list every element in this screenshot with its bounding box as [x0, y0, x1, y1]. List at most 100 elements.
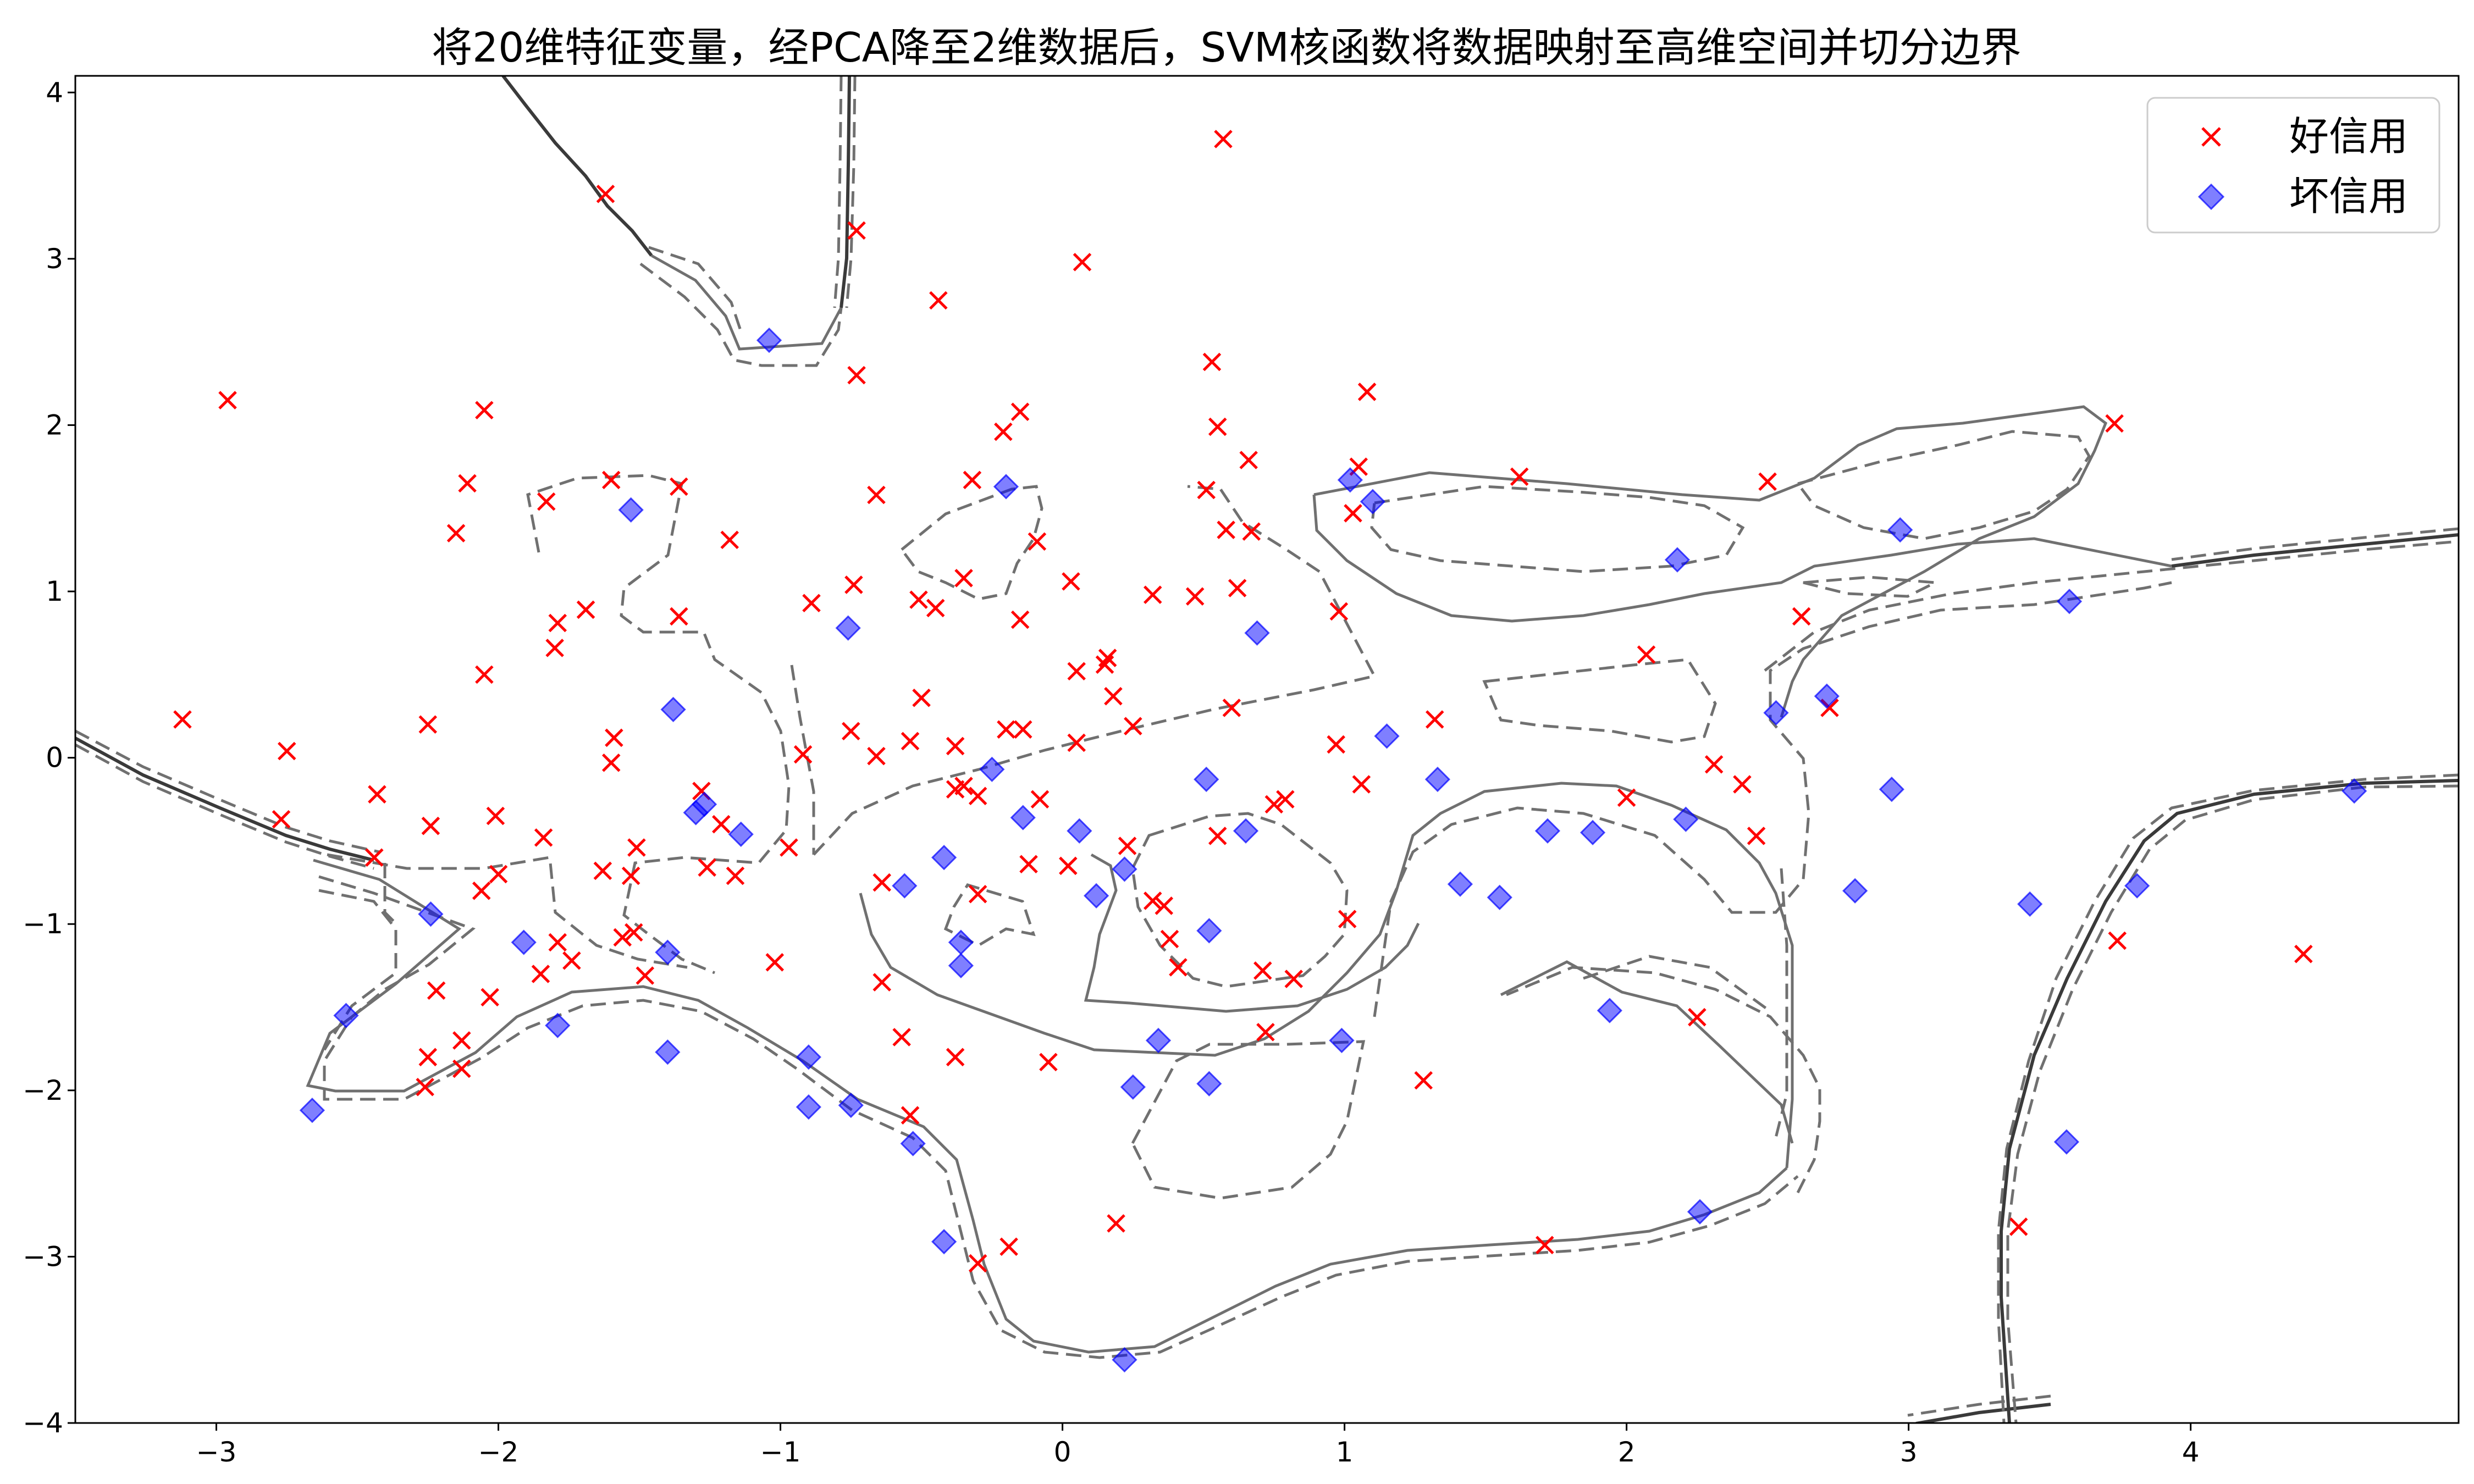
good-credit-point [1019, 855, 1038, 874]
good-credit-point [867, 485, 886, 505]
bad-credit-point [1814, 683, 1840, 709]
good-credit-point [1208, 827, 1227, 845]
good-credit-point [605, 728, 623, 747]
good-credit-point [613, 928, 632, 947]
good-credit-point [636, 966, 655, 985]
bad-credit-point [2124, 873, 2150, 899]
good-credit-point [1118, 837, 1137, 855]
good-credit-point [2294, 944, 2313, 964]
bad-credit-point [993, 474, 1019, 500]
good-credit-point [1214, 130, 1233, 148]
y-tick-label: 1 [46, 575, 63, 607]
good-credit-point [1344, 504, 1362, 523]
y-axis-ticks: −4 −3 −2 −1 0 1 2 3 4 [23, 76, 75, 1439]
good-credit-point [926, 599, 945, 618]
decision-boundary-solid [306, 254, 2172, 1354]
y-tick-label: −3 [23, 1241, 63, 1272]
y-tick-label: 3 [46, 243, 63, 275]
good-credit-point [1242, 522, 1261, 541]
good-credit-point [670, 607, 688, 626]
bad-credit-point [756, 328, 782, 353]
bad-credit-point [1337, 467, 1363, 493]
bad-credit-point [1763, 700, 1789, 726]
good-credit-point [1030, 790, 1050, 809]
good-credit-point [946, 780, 965, 799]
good-credit-point [277, 741, 296, 761]
good-credit-point [997, 720, 1015, 739]
bad-credit-point [1374, 723, 1400, 749]
good-credit-point [562, 951, 581, 970]
good-credit-point [545, 639, 564, 657]
good-credit-point [1264, 795, 1284, 814]
good-credit-point [1169, 958, 1188, 977]
good-credit-point [1239, 451, 1258, 469]
x-tick-label: 0 [1054, 1436, 1072, 1468]
y-tick-label: 2 [46, 409, 63, 441]
bad-credit-point [1424, 766, 1450, 793]
good-credit-point [596, 185, 615, 203]
legend-marker-good [2201, 127, 2221, 147]
good-credit-point [1758, 472, 1777, 491]
good-credit-point [365, 848, 384, 867]
good-credit-point [2009, 1217, 2028, 1236]
bad-credit-point [2342, 778, 2367, 804]
bad-credit-point [1887, 517, 1913, 543]
good-credit-point [1352, 775, 1371, 794]
bad-credit-point [892, 873, 918, 899]
bad-credit-point [1842, 878, 1868, 904]
bad-credit-point [1447, 871, 1473, 897]
good-credit-point [1062, 572, 1080, 591]
scatter-points [173, 130, 2367, 1373]
bad-credit-point [931, 845, 957, 871]
good-credit-point [481, 988, 499, 1007]
good-credit-point [1185, 587, 1205, 606]
bad-credit-point [1120, 1074, 1146, 1100]
good-credit-point [2108, 931, 2127, 950]
good-credit-point [968, 884, 987, 904]
good-credit-point [844, 575, 863, 594]
good-credit-point [1124, 717, 1142, 735]
good-credit-point [867, 746, 886, 766]
bad-credit-point [1597, 998, 1622, 1023]
good-credit-point [486, 806, 505, 826]
good-credit-point [1059, 856, 1078, 876]
good-credit-point [534, 828, 553, 847]
good-credit-point [847, 366, 866, 385]
good-credit-point [901, 732, 920, 751]
good-credit-point [1536, 1236, 1554, 1254]
good-credit-point [1067, 733, 1086, 752]
good-credit-point [1010, 610, 1030, 629]
outer-boundary-lines [75, 76, 2459, 1423]
y-tick-label: 4 [46, 76, 63, 108]
bad-credit-point [691, 791, 717, 817]
good-credit-point [909, 590, 928, 609]
bad-credit-point [1194, 766, 1219, 793]
good-credit-point [1617, 788, 1636, 807]
bad-credit-point [418, 901, 444, 927]
good-credit-point [1792, 607, 1811, 626]
good-credit-point [912, 688, 931, 707]
good-credit-point [446, 524, 466, 542]
bad-credit-point [835, 615, 861, 641]
good-credit-point [1107, 1214, 1125, 1233]
good-credit-point [1747, 827, 1766, 845]
bad-credit-point [900, 1131, 926, 1156]
bad-credit-point [728, 821, 754, 847]
good-credit-point [1155, 896, 1174, 915]
good-credit-point [601, 753, 621, 772]
bad-credit-point [660, 696, 686, 722]
bad-credit-point [655, 1039, 681, 1065]
bad-credit-point [948, 953, 974, 978]
good-credit-point [1256, 1023, 1275, 1042]
good-credit-point [847, 221, 866, 240]
bad-credit-point [1084, 883, 1109, 909]
x-tick-label: −2 [478, 1436, 519, 1468]
x-tick-label: 4 [2182, 1436, 2200, 1468]
bad-credit-point [655, 939, 681, 965]
good-credit-point [537, 492, 556, 511]
good-credit-point [418, 1048, 438, 1067]
legend: 好信用 坏信用 [2146, 97, 2440, 234]
good-credit-point [929, 291, 948, 310]
x-tick-label: −1 [760, 1436, 801, 1468]
